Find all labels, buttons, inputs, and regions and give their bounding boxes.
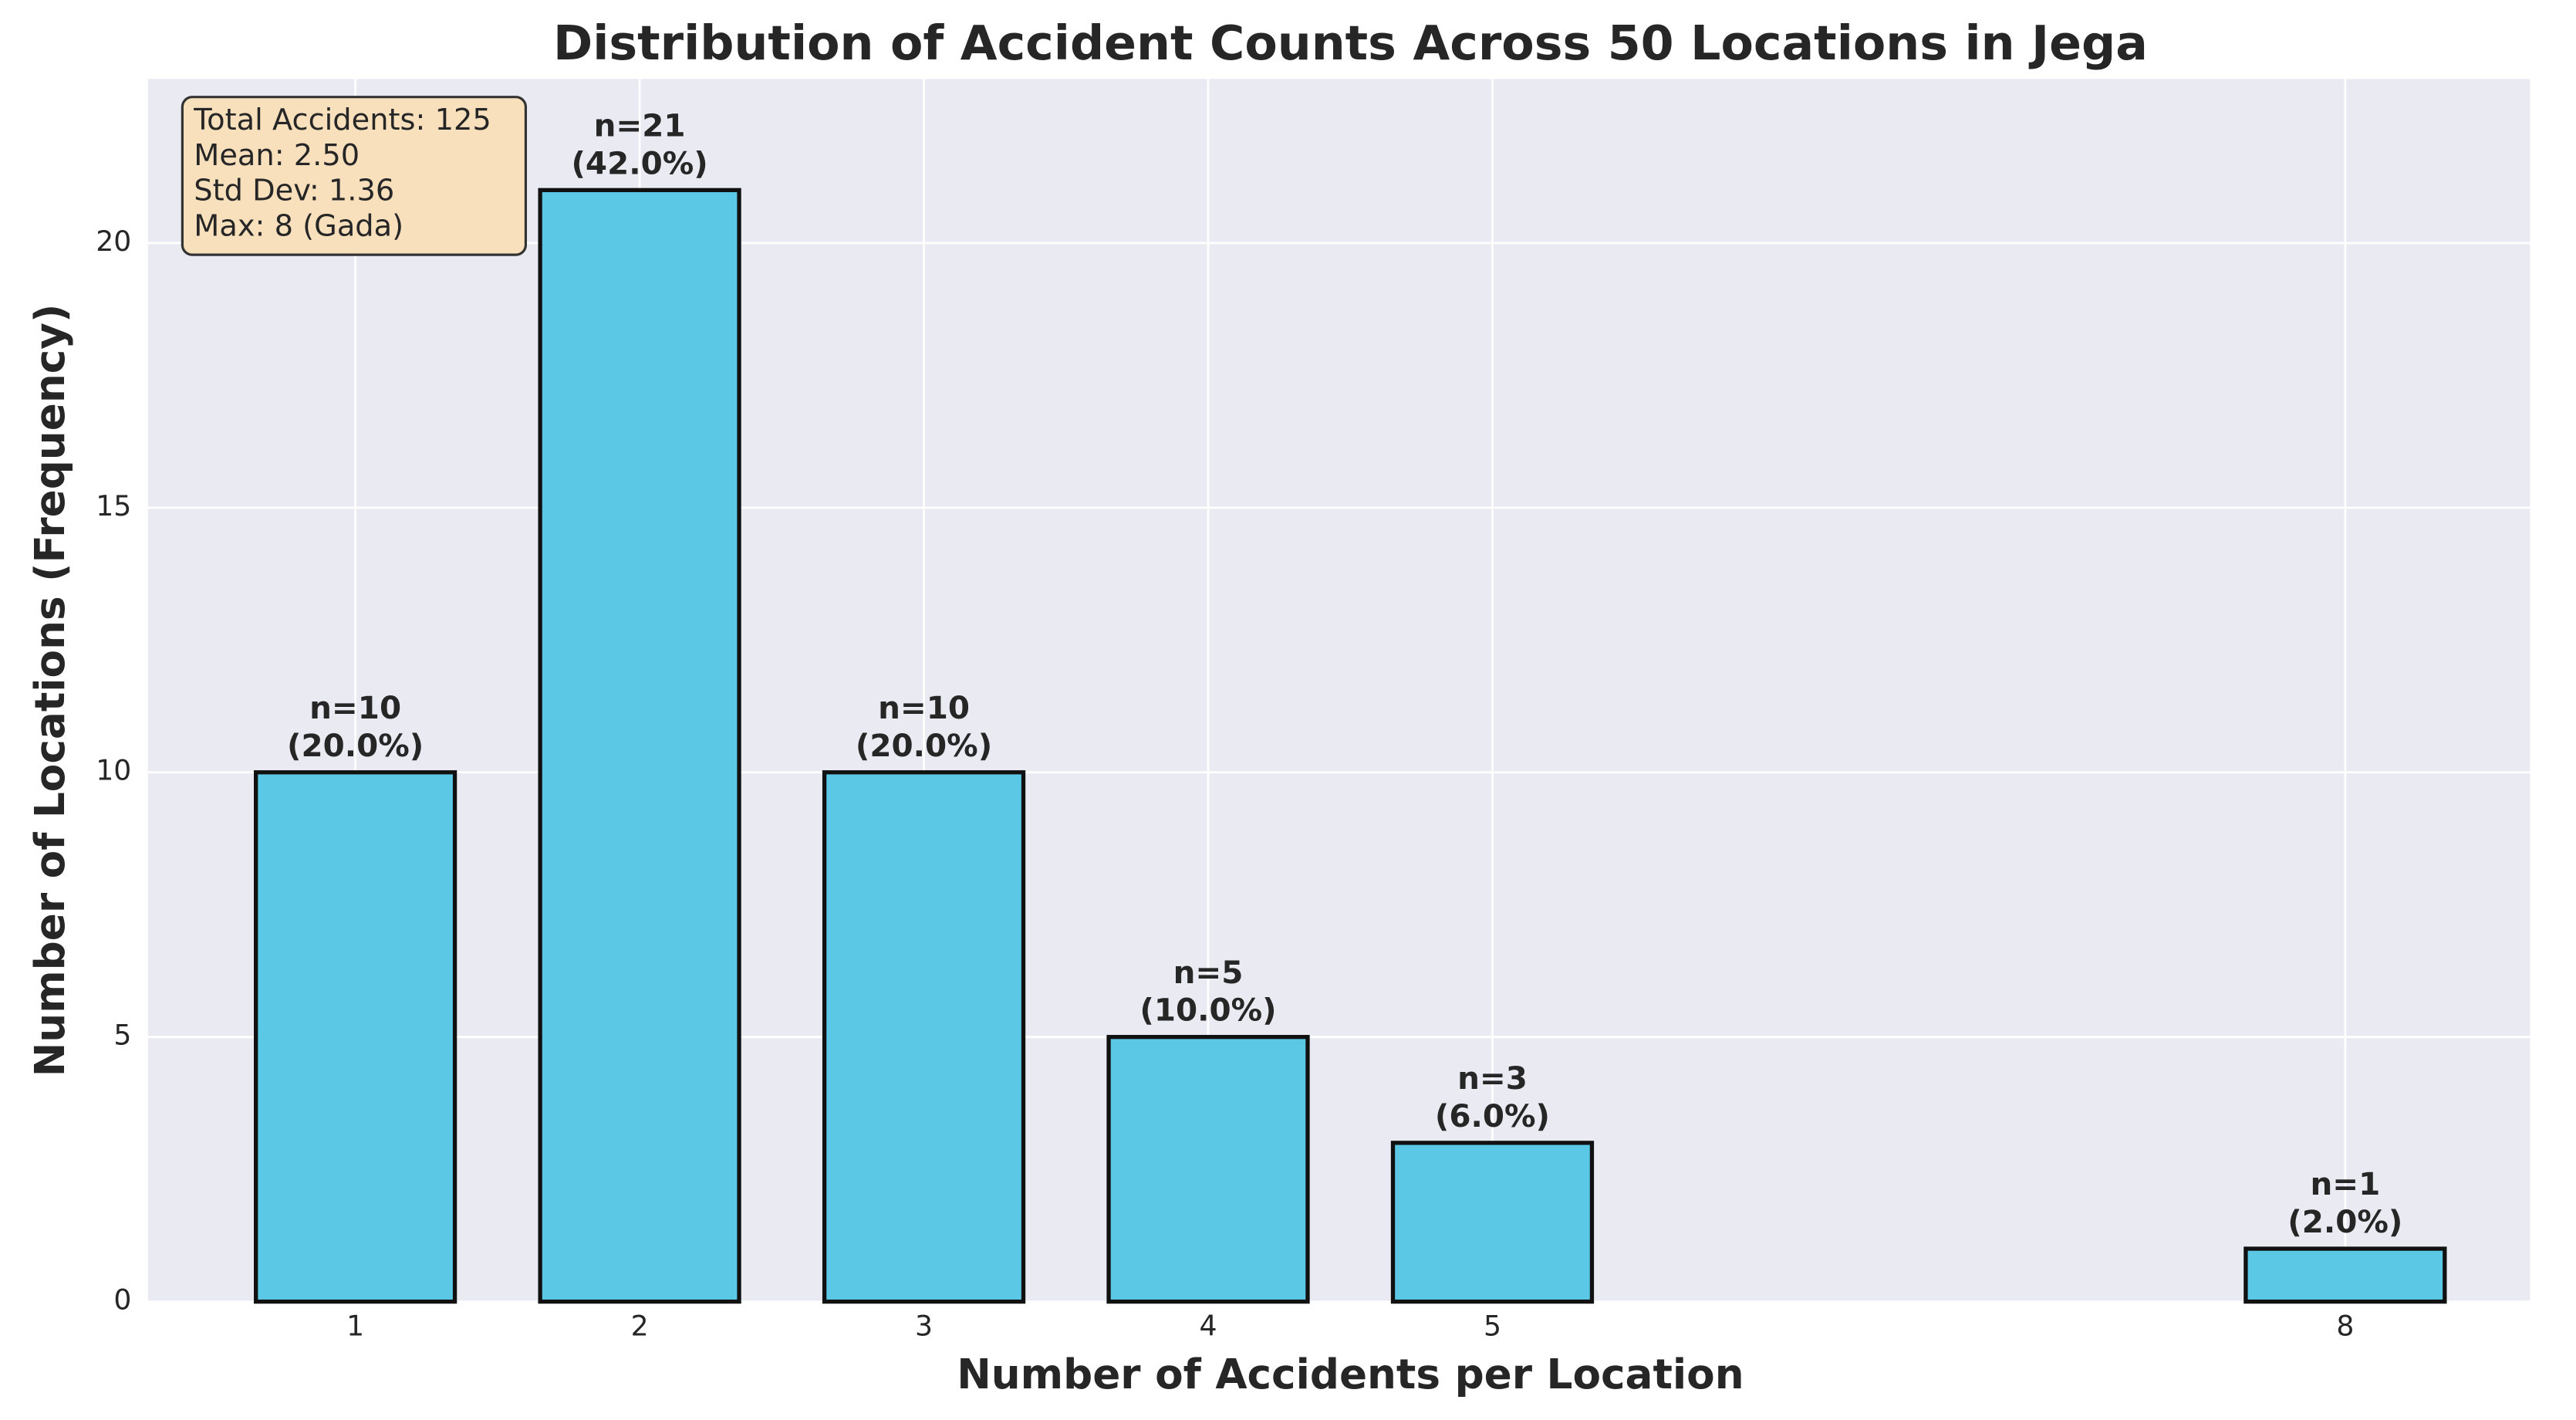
bar: [822, 770, 1026, 1304]
x-tick-label: 3: [915, 1310, 933, 1343]
annotation-line: Max: 8 (Gada): [194, 209, 403, 244]
bar: [254, 770, 457, 1304]
bars: [254, 188, 2447, 1304]
x-tick-label: 4: [1200, 1310, 1217, 1343]
annotation-box: [181, 96, 528, 256]
value-label: n=1: [2310, 1165, 2380, 1202]
x-tick-label: 2: [631, 1310, 649, 1343]
value-label: n=3: [1457, 1060, 1528, 1097]
x-tick-label: 8: [2336, 1310, 2354, 1343]
percent-label: (10.0%): [1139, 992, 1276, 1029]
percent-label: (42.0%): [571, 144, 707, 181]
x-axis-label: Number of Accidents per Location: [957, 1351, 1744, 1398]
value-label: n=5: [1173, 954, 1244, 991]
percent-label: (2.0%): [2287, 1203, 2402, 1240]
value-label: n=10: [878, 689, 970, 726]
percent-label: (6.0%): [1435, 1097, 1550, 1134]
y-tick-label: 0: [113, 1283, 131, 1317]
value-label: n=21: [594, 106, 686, 144]
x-tick-label: 1: [346, 1310, 364, 1343]
x-tick-label: 5: [1484, 1310, 1501, 1343]
chart-title: Distribution of Accident Counts Across 5…: [553, 15, 2148, 71]
y-tick-label: 10: [96, 754, 131, 787]
y-tick-label: 20: [96, 225, 131, 258]
percent-label: (20.0%): [856, 727, 992, 764]
bar: [538, 188, 741, 1304]
bar: [1390, 1141, 1595, 1304]
annotation-line: Mean: 2.50: [194, 138, 360, 173]
percent-label: (20.0%): [287, 727, 424, 764]
y-axis-label: Number of Locations (Frequency): [26, 304, 74, 1077]
bar: [2243, 1246, 2447, 1304]
annotation-line: Total Accidents: 125: [193, 103, 491, 137]
y-tick-label: 5: [113, 1019, 131, 1052]
bar: [1106, 1035, 1310, 1304]
annotation-line: Std Dev: 1.36: [194, 174, 394, 208]
value-label: n=10: [309, 689, 401, 726]
y-tick-label: 15: [96, 489, 131, 522]
plot-area: [147, 79, 2530, 1302]
